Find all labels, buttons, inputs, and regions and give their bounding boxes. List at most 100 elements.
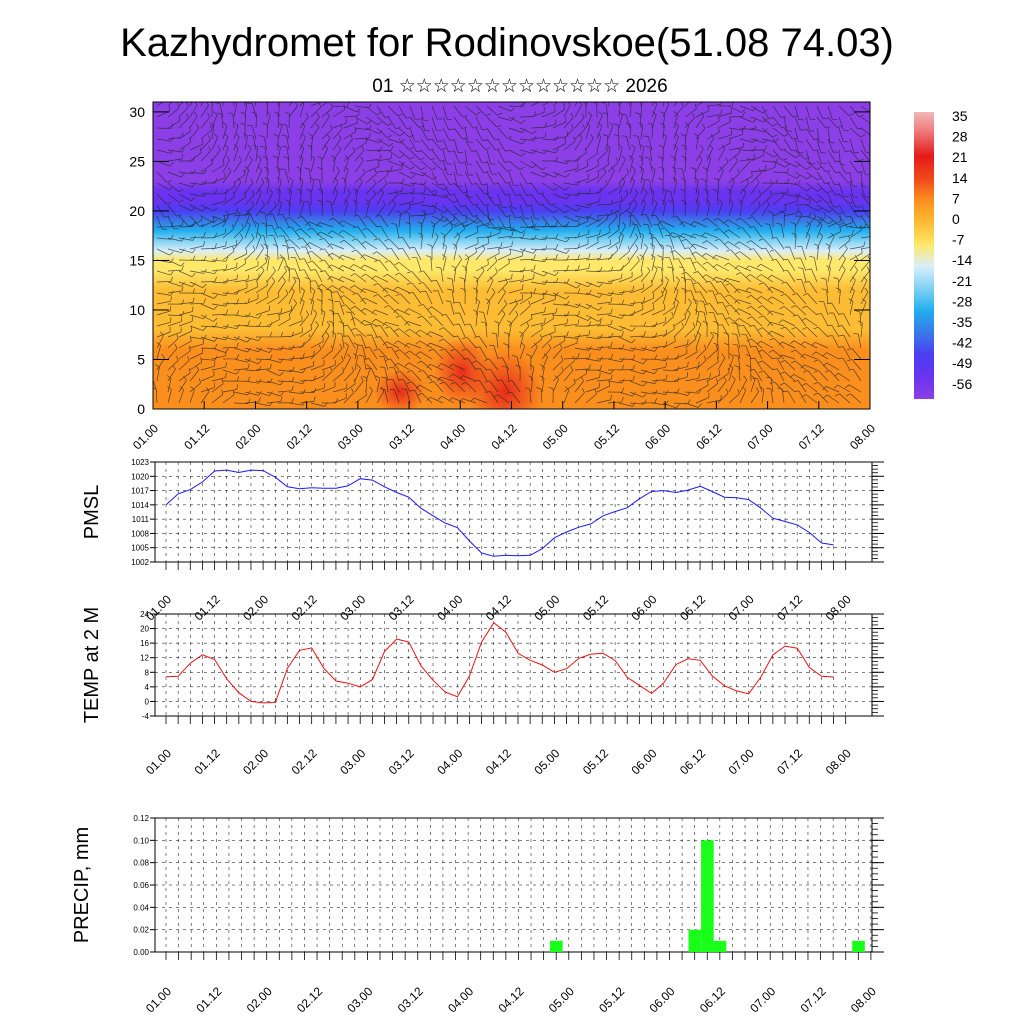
y-tick-label: 1005 [131, 544, 149, 553]
x-tick-label: 05.12 [580, 746, 611, 777]
colorbar-label: 35 [952, 108, 968, 124]
x-tick-label: 01.00 [143, 746, 174, 777]
x-tick-label: 07.12 [796, 421, 827, 452]
precip-bar [852, 940, 865, 952]
temp-series-line [165, 621, 834, 704]
precip-panel: 0.00 0.02 0.04 0.06 0.08 0.10 0.12 01.00 01.12 02… [71, 814, 884, 1015]
x-tick-label: 02.12 [294, 984, 325, 1015]
chart-subtitle: 01 ☆☆☆☆☆☆☆☆☆☆☆☆☆ 2026 [372, 76, 667, 97]
x-tick-label: 02.12 [284, 421, 315, 452]
x-tick-label: 02.00 [232, 421, 263, 452]
colorbar-label: -42 [952, 335, 972, 351]
panel-frame [154, 613, 873, 717]
x-tick-label: 04.12 [495, 984, 526, 1015]
colorbar-label: -56 [952, 376, 972, 392]
temp-panel: -4 0 4 8 12 16 20 24 01.00 01.12 02.00 02.12 03.00 03… [81, 607, 884, 777]
x-tick-label: 04.00 [434, 746, 465, 777]
colorbar-label: -28 [952, 293, 972, 309]
y-tick-label: 12 [140, 654, 149, 663]
x-tick-label: 07.12 [774, 592, 805, 623]
precip-bar [688, 929, 702, 952]
colorbar-label: -14 [952, 252, 972, 268]
y-tick-label: 1008 [131, 529, 149, 538]
x-tick-label: 05.00 [546, 984, 577, 1015]
x-tick-label: 01.12 [193, 984, 224, 1015]
y-tick-label: 20 [140, 625, 149, 634]
x-tick-label: 06.00 [628, 746, 659, 777]
precip-bar [701, 840, 714, 952]
x-tick-label: 02.00 [244, 984, 275, 1015]
pmsl-series-line [165, 469, 834, 557]
colorbar-label: -49 [952, 355, 972, 371]
y-tick-label: 24 [140, 610, 149, 619]
precip-bar [550, 940, 563, 952]
x-tick-label: 07.00 [726, 746, 757, 777]
x-tick-label: 02.00 [240, 746, 271, 777]
cross-section-panel: 0 5 10 15 20 25 30 01.00 01.12 02.00 02.12 03.00 03… [129, 101, 878, 452]
x-tick-label: 07.00 [747, 984, 778, 1015]
x-tick-label: 01.12 [181, 421, 212, 452]
x-tick-label: 06.00 [642, 421, 673, 452]
y-tick-label: 0.00 [133, 948, 149, 957]
cross-section-y-axis: 0 5 10 15 20 25 30 [129, 104, 870, 417]
x-tick-label: 04.00 [445, 984, 476, 1015]
x-tick-label: 08.00 [848, 984, 879, 1015]
x-tick-label: 01.12 [192, 746, 223, 777]
y-tick-label: 0.10 [133, 836, 149, 845]
warm-core-2 [434, 338, 490, 406]
y-axis-title: PRECIP, mm [71, 827, 93, 943]
x-tick-label: 06.00 [628, 592, 659, 623]
x-tick-label: 02.00 [240, 592, 271, 623]
colorbar-label: 7 [952, 190, 960, 206]
y-tick-label: 0 [145, 697, 150, 706]
y-tick-label: 0.04 [133, 903, 149, 912]
colorbar: 35 28 21 14 7 0 -7 -14 -21 -28 -35 -42 -49 -56 [914, 108, 972, 399]
x-tick-label: 04.12 [483, 746, 514, 777]
x-tick-label: 05.00 [531, 746, 562, 777]
x-tick-label: 07.12 [774, 746, 805, 777]
y-axis-title: PMSL [81, 485, 103, 539]
colorbar-label: -21 [952, 273, 972, 289]
x-tick-label: 03.12 [386, 592, 417, 623]
x-tick-label: 01.00 [130, 421, 161, 452]
x-tick-label: 01.12 [192, 592, 223, 623]
x-tick-label: 04.12 [483, 592, 514, 623]
x-tick-label: 04.00 [434, 592, 465, 623]
x-tick-label: 07.12 [798, 984, 829, 1015]
panel-frame [154, 461, 873, 563]
y-tick-label: 1017 [131, 487, 149, 496]
x-tick-label: 03.00 [337, 592, 368, 623]
x-tick-label: 02.12 [289, 746, 320, 777]
panel-frame [154, 817, 873, 953]
x-tick-label: 06.12 [693, 421, 724, 452]
precip-bar [713, 940, 727, 952]
y-tick-label: 15 [129, 252, 145, 268]
x-tick-label: 02.12 [289, 592, 320, 623]
y-axis-title: TEMP at 2 M [81, 607, 103, 723]
x-tick-label: 03.00 [337, 746, 368, 777]
x-tick-label: 07.00 [726, 592, 757, 623]
warm-core-3 [374, 370, 426, 409]
x-tick-label: 05.12 [580, 592, 611, 623]
y-tick-label: 20 [129, 203, 145, 219]
x-tick-label: 05.12 [596, 984, 627, 1015]
y-tick-label: 25 [129, 153, 145, 169]
y-tick-label: 1002 [131, 558, 149, 567]
x-tick-label: 06.12 [677, 592, 708, 623]
y-tick-label: 8 [145, 668, 150, 677]
x-tick-label: 03.00 [335, 421, 366, 452]
colorbar-label: 21 [952, 149, 968, 165]
y-tick-label: 0 [137, 401, 145, 417]
chart-title: Kazhydromet for Rodinovskoe(51.08 74.03) [120, 21, 894, 65]
y-tick-label: 10 [129, 302, 145, 318]
x-tick-label: 08.00 [823, 746, 854, 777]
x-tick-label: 04.12 [488, 421, 519, 452]
colorbar-labels: 35 28 21 14 7 0 -7 -14 -21 -28 -35 -42 -49 -56 [952, 108, 972, 392]
colorbar-label: 0 [952, 211, 960, 227]
x-tick-label: 07.00 [745, 421, 776, 452]
y-tick-label: 1014 [131, 501, 149, 510]
y-tick-label: 1011 [132, 515, 150, 524]
y-tick-label: 4 [145, 683, 150, 692]
x-tick-label: 06.12 [677, 746, 708, 777]
x-tick-label: 01.00 [143, 984, 174, 1015]
